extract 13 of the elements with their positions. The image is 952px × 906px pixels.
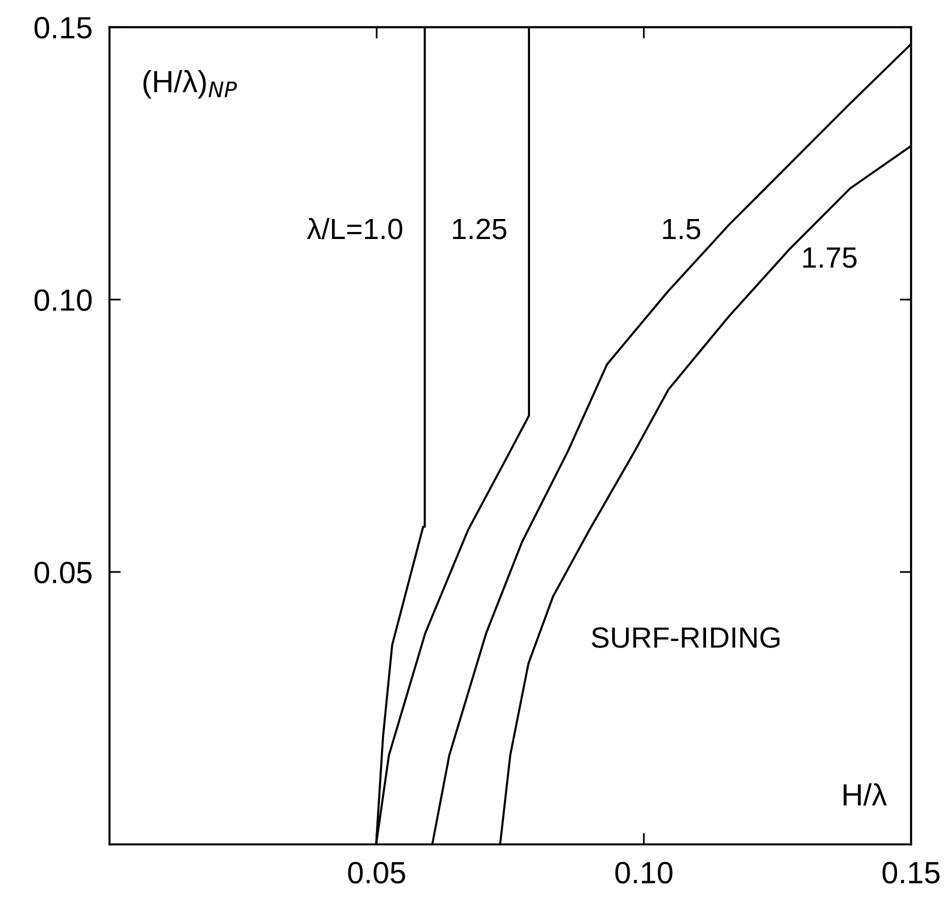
x-tick-label: 0.05 [348, 862, 406, 884]
series-label: 1.25 [453, 218, 506, 240]
y-tick-label: 0.15 [34, 16, 92, 39]
series-label: 1.5 [663, 218, 700, 240]
y-tick-label: 0.10 [34, 289, 92, 311]
y-axis-title: (H/λ)$_{NP}$ [143, 70, 237, 98]
x-tick-label: 0.10 [615, 862, 672, 884]
x-tick-label: 0.15 [882, 862, 940, 884]
series-label: 1.75 [803, 248, 857, 268]
annotation: SURF-RIDING [592, 627, 780, 648]
x-axis-title: H/λ [844, 783, 887, 806]
series-label: λ/L=1.0 [307, 218, 402, 240]
y-tick-label: 0.05 [34, 562, 92, 584]
